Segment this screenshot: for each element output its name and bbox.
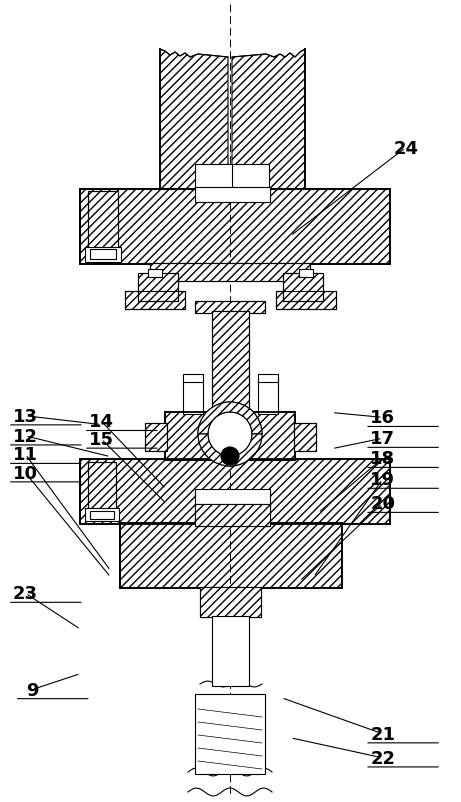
Wedge shape xyxy=(198,435,262,467)
Text: 11: 11 xyxy=(13,446,38,464)
Bar xyxy=(283,273,323,302)
Bar xyxy=(200,587,261,618)
Bar xyxy=(195,504,270,526)
Bar xyxy=(148,269,162,277)
Text: 15: 15 xyxy=(89,431,114,448)
Bar xyxy=(195,504,270,526)
Bar xyxy=(125,292,185,310)
Text: 10: 10 xyxy=(13,464,38,482)
Bar xyxy=(200,587,261,618)
Bar xyxy=(138,273,178,302)
Bar xyxy=(212,312,249,422)
Bar xyxy=(232,164,269,190)
Bar xyxy=(165,412,295,460)
Text: 19: 19 xyxy=(370,471,395,488)
Bar xyxy=(138,273,178,302)
Bar xyxy=(283,273,323,302)
Text: 16: 16 xyxy=(370,409,395,427)
Bar xyxy=(80,460,390,525)
Bar xyxy=(183,379,203,415)
Circle shape xyxy=(198,403,262,467)
Text: 13: 13 xyxy=(13,407,38,425)
Wedge shape xyxy=(198,403,262,435)
Bar xyxy=(90,249,116,260)
Text: 21: 21 xyxy=(370,725,395,743)
Bar xyxy=(299,269,313,277)
Bar xyxy=(212,312,249,422)
Text: 22: 22 xyxy=(370,749,395,767)
Bar xyxy=(88,192,118,252)
Bar xyxy=(195,695,265,774)
Circle shape xyxy=(221,448,239,465)
Bar xyxy=(120,524,342,588)
Bar xyxy=(80,190,390,265)
Bar xyxy=(88,463,116,512)
Text: 12: 12 xyxy=(13,427,38,445)
Bar xyxy=(80,190,390,265)
Bar xyxy=(183,375,203,383)
Bar xyxy=(195,302,265,314)
Bar xyxy=(125,292,185,310)
Bar xyxy=(88,463,116,512)
Bar xyxy=(150,264,310,282)
Bar xyxy=(294,423,316,452)
Bar xyxy=(258,375,278,383)
Bar xyxy=(85,508,119,521)
Bar xyxy=(150,264,310,282)
Bar xyxy=(165,412,295,460)
Text: 14: 14 xyxy=(89,413,114,431)
Polygon shape xyxy=(232,50,305,190)
Text: 18: 18 xyxy=(370,450,395,468)
Bar xyxy=(88,192,118,252)
Text: 23: 23 xyxy=(13,585,38,602)
Text: 9: 9 xyxy=(26,681,39,699)
Polygon shape xyxy=(160,50,228,190)
Bar xyxy=(120,524,342,588)
Circle shape xyxy=(208,412,252,456)
Text: 17: 17 xyxy=(370,430,395,448)
Bar xyxy=(85,248,121,263)
Bar xyxy=(195,302,265,314)
Bar xyxy=(212,616,249,687)
Bar xyxy=(294,423,316,452)
Bar xyxy=(276,292,336,310)
Bar xyxy=(195,164,240,190)
Bar xyxy=(90,512,114,520)
Bar xyxy=(145,423,167,452)
Bar xyxy=(195,188,270,203)
Bar xyxy=(195,489,270,508)
Text: 24: 24 xyxy=(393,140,418,157)
Bar xyxy=(258,379,278,415)
Bar xyxy=(80,460,390,525)
Text: 20: 20 xyxy=(370,495,395,512)
Bar xyxy=(276,292,336,310)
Bar xyxy=(145,423,167,452)
